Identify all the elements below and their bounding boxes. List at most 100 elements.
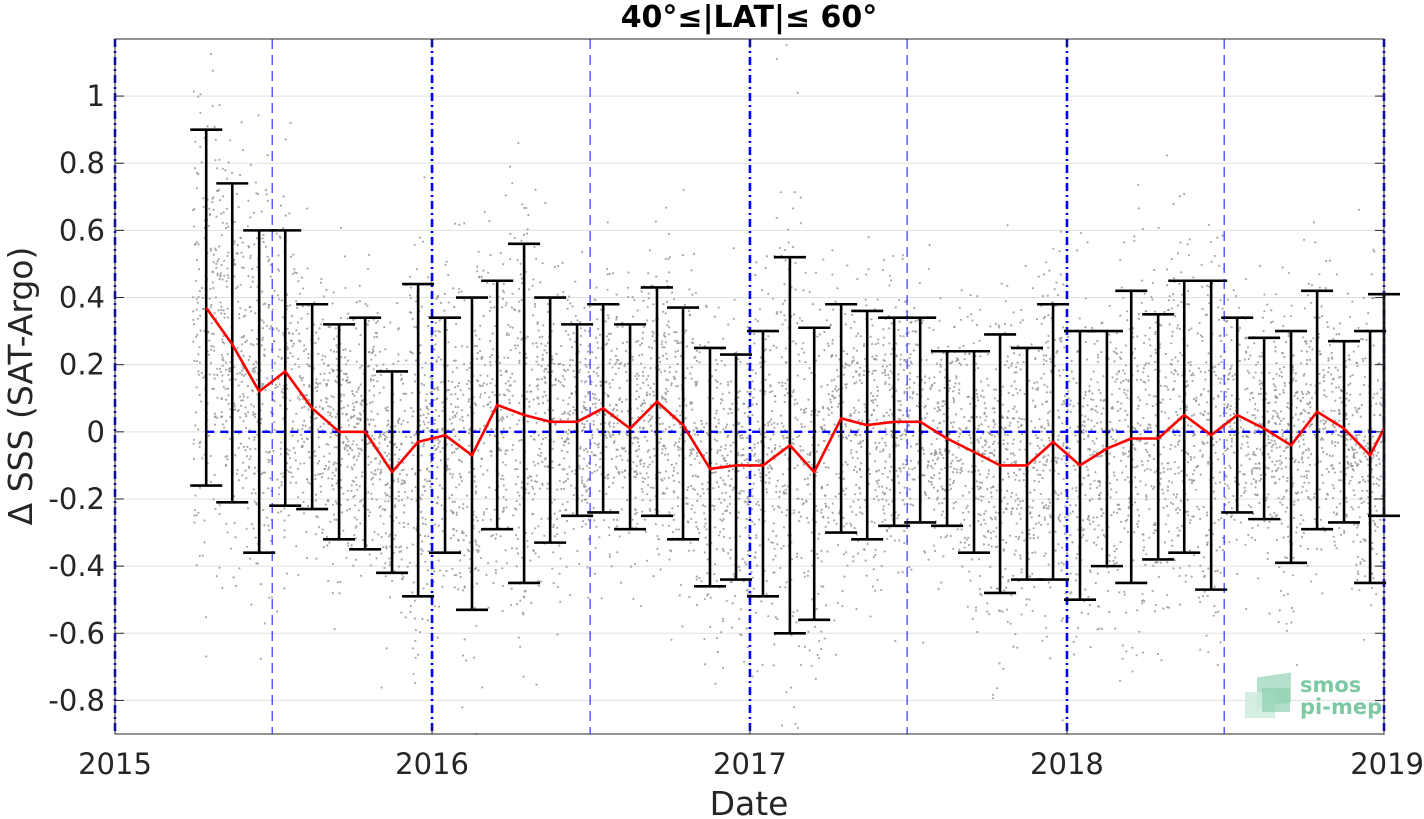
scatter-point <box>1055 460 1058 463</box>
scatter-point <box>702 492 705 495</box>
scatter-point <box>393 504 397 507</box>
scatter-point <box>1013 405 1016 408</box>
scatter-point <box>1208 285 1211 288</box>
scatter-point <box>987 543 990 546</box>
scatter-point <box>568 465 571 468</box>
scatter-point <box>1345 443 1348 447</box>
scatter-point <box>1229 408 1232 411</box>
scatter-point <box>872 427 875 430</box>
scatter-point <box>1142 341 1146 345</box>
scatter-point <box>888 363 892 366</box>
scatter-point <box>248 355 251 358</box>
scatter-point <box>1114 380 1117 383</box>
scatter-point <box>387 452 390 455</box>
scatter-point <box>711 504 714 507</box>
scatter-point <box>1305 470 1308 473</box>
scatter-point <box>1085 539 1088 542</box>
scatter-point <box>911 330 914 333</box>
scatter-point <box>1264 499 1268 502</box>
scatter-point <box>817 354 821 357</box>
scatter-point <box>783 283 786 286</box>
scatter-point <box>1263 310 1266 313</box>
scatter-point <box>605 380 608 383</box>
scatter-point <box>398 448 401 451</box>
scatter-point <box>297 280 300 283</box>
scatter-point <box>1320 436 1324 440</box>
scatter-point <box>882 336 886 339</box>
scatter-point <box>1331 464 1334 467</box>
scatter-point <box>637 444 641 448</box>
scatter-point <box>960 458 963 461</box>
scatter-point <box>685 404 688 407</box>
scatter-point <box>294 451 297 454</box>
scatter-point <box>236 347 239 350</box>
scatter-point <box>1293 516 1296 520</box>
scatter-point <box>615 318 618 321</box>
scatter-point <box>1174 472 1177 475</box>
scatter-point <box>372 483 375 486</box>
scatter-point <box>1074 504 1077 507</box>
scatter-point <box>852 469 856 472</box>
scatter-point <box>300 433 303 436</box>
scatter-point <box>248 246 251 249</box>
scatter-point <box>288 449 291 452</box>
scatter-point <box>768 477 771 480</box>
scatter-point <box>1012 452 1015 455</box>
scatter-point <box>612 441 616 444</box>
scatter-point <box>458 483 461 486</box>
scatter-point <box>1286 428 1289 431</box>
scatter-point <box>1207 462 1210 465</box>
scatter-point <box>770 451 773 454</box>
scatter-point <box>288 332 291 335</box>
scatter-point <box>538 487 542 490</box>
scatter-point <box>894 306 897 309</box>
scatter-point <box>492 581 495 585</box>
scatter-point <box>844 323 848 326</box>
scatter-point <box>293 271 296 274</box>
scatter-point <box>1059 339 1062 342</box>
scatter-point <box>1304 410 1307 413</box>
scatter-point <box>210 322 214 325</box>
scatter-point <box>1290 621 1293 624</box>
scatter-point <box>889 370 892 373</box>
scatter-point <box>1320 548 1323 551</box>
scatter-point <box>885 487 888 490</box>
scatter-point <box>909 372 912 375</box>
scatter-point <box>1032 466 1035 469</box>
scatter-point <box>649 387 652 390</box>
scatter-point <box>772 541 775 544</box>
scatter-point <box>1055 461 1058 464</box>
scatter-point <box>1124 364 1127 367</box>
scatter-point <box>519 273 522 276</box>
scatter-point <box>1018 468 1021 472</box>
scatter-point <box>614 354 618 358</box>
scatter-point <box>721 337 725 340</box>
scatter-point <box>1032 527 1035 530</box>
scatter-point <box>1143 546 1146 549</box>
scatter-point <box>1152 487 1155 490</box>
scatter-point <box>450 393 453 396</box>
scatter-point <box>901 570 904 574</box>
scatter-point <box>1275 446 1278 449</box>
scatter-point <box>1070 591 1073 594</box>
scatter-point <box>1253 414 1256 417</box>
scatter-point <box>596 341 599 344</box>
scatter-point <box>506 526 510 529</box>
scatter-point <box>264 389 267 392</box>
scatter-point <box>1230 445 1233 448</box>
scatter-point <box>992 420 995 423</box>
scatter-point <box>447 301 450 304</box>
scatter-point <box>835 389 838 392</box>
scatter-point <box>990 586 993 589</box>
scatter-point <box>1148 326 1151 329</box>
scatter-point <box>1355 463 1359 466</box>
scatter-point <box>753 333 756 336</box>
scatter-point <box>421 540 424 543</box>
scatter-point <box>1136 609 1139 612</box>
scatter-point <box>966 605 969 608</box>
scatter-point <box>676 496 680 499</box>
scatter-point <box>453 359 456 362</box>
scatter-point <box>1206 511 1209 514</box>
scatter-point <box>926 398 930 401</box>
scatter-point <box>411 441 414 445</box>
